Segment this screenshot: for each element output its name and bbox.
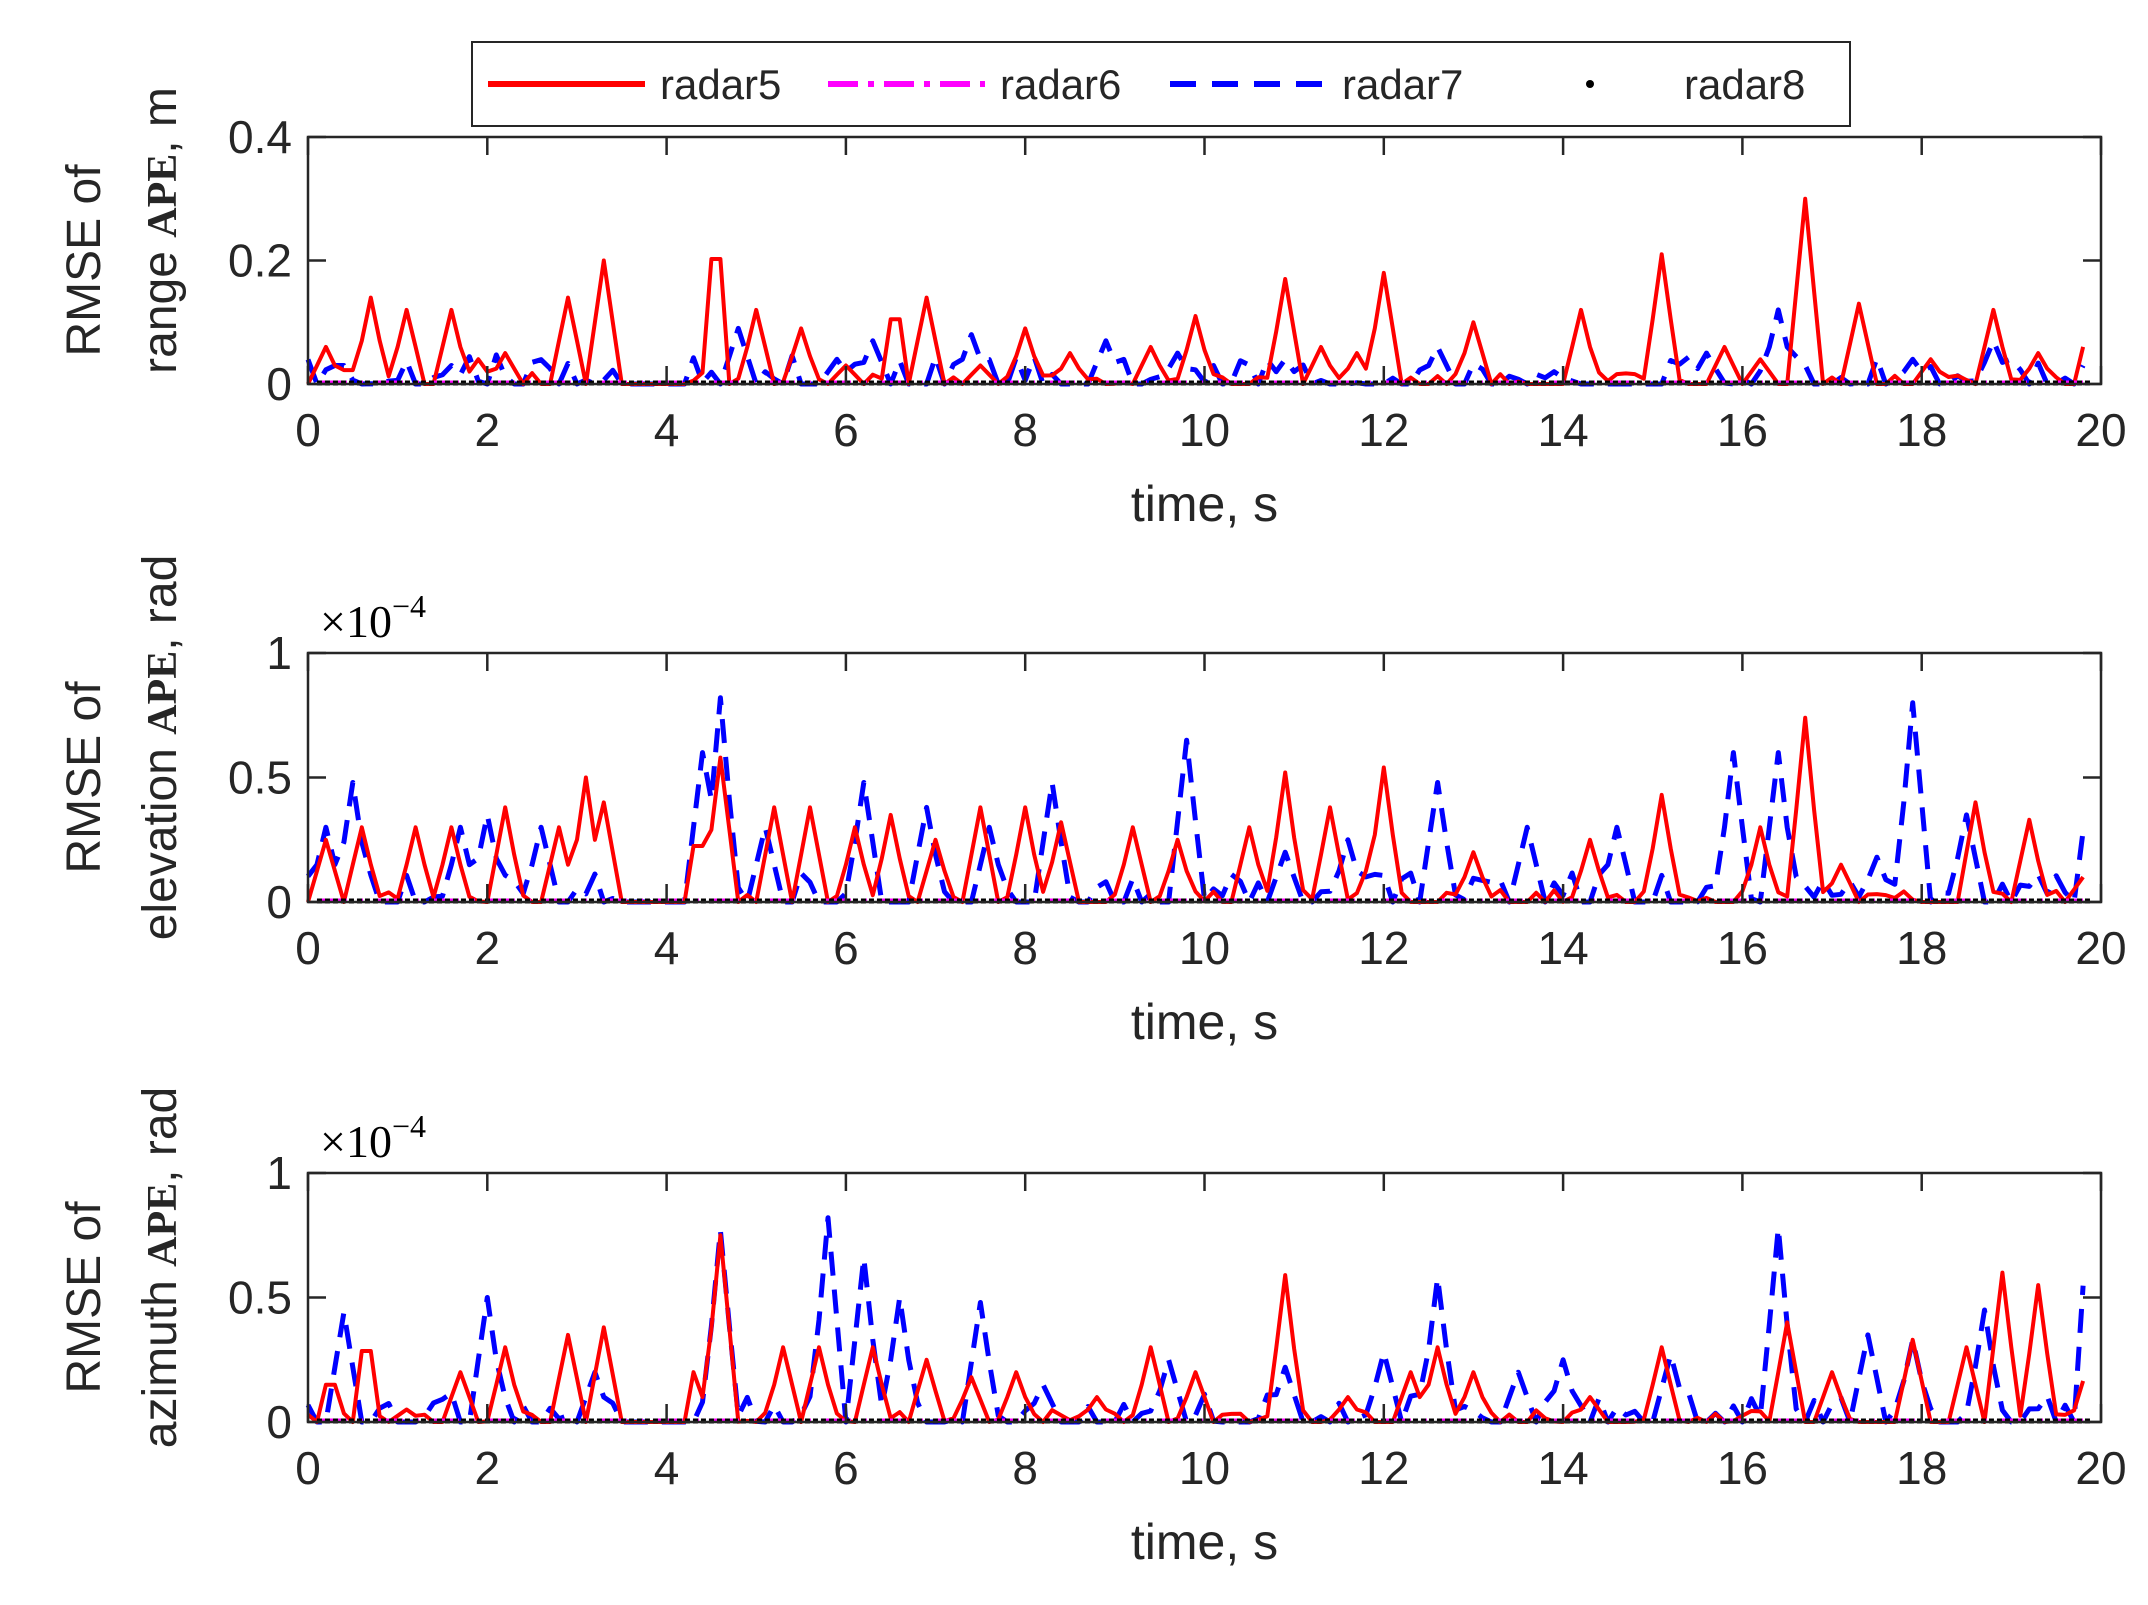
xlabel-azimuth: time, s [1131,1514,1278,1570]
xlabel-elevation: time, s [1131,994,1278,1050]
ylabel-line1-range: RMSE of [58,164,111,357]
panel-elevation: 0 2 4 6 8 10 12 14 16 18 20 0 0.5 1 time, s ×10−4 RMSE o… [58,555,2127,1050]
ylabel-quantity-azimuth: azimuth [134,1267,187,1448]
legend-label-radar8: radar8 [1684,61,1805,108]
xtick-label-azimuth: 10 [1179,1442,1230,1494]
ytick-label-elevation: 0 [266,876,292,928]
xtick-label-azimuth: 2 [475,1442,501,1494]
xtick-label-range: 2 [475,404,501,456]
series-radar5-elevation [306,715,2085,904]
xtick-label-range: 4 [654,404,680,456]
xtick-label-range: 0 [295,404,321,456]
xtick-label-elevation: 4 [654,922,680,974]
xtick-label-range: 18 [1896,404,1947,456]
ylabel-unit-elevation: , rad [134,555,187,651]
multiplier-exp-azimuth: −4 [392,1108,426,1144]
xtick-label-elevation: 0 [295,922,321,974]
legend: radar5 radar6 radar7 radar8 [471,41,1851,127]
xtick-label-elevation: 2 [475,922,501,974]
xtick-label-range: 6 [833,404,859,456]
legend-label-radar7: radar7 [1342,61,1463,108]
ylabel-ape-range: APE [140,154,186,238]
legend-marker-radar8 [1586,80,1594,88]
multiplier-base-azimuth: ×10 [320,1116,392,1167]
xtick-label-azimuth: 14 [1538,1442,1589,1494]
xtick-label-range: 20 [2075,404,2126,456]
multiplier-azimuth: ×10−4 [320,1108,426,1167]
ylabel-quantity-elevation: elevation [134,735,187,940]
legend-box [471,41,1851,127]
xtick-label-azimuth: 8 [1012,1442,1038,1494]
ylabel-unit-azimuth: , rad [134,1087,187,1183]
ytick-label-azimuth: 1 [266,1147,292,1199]
xtick-label-range: 12 [1358,404,1409,456]
xtick-label-elevation: 6 [833,922,859,974]
multiplier-elevation: ×10−4 [320,588,426,647]
ylabel-unit-range: , m [134,87,187,154]
series-radar5-azimuth [306,1233,2086,1424]
ytick-label-azimuth: 0.5 [228,1272,292,1324]
ytick-label-range: 0.4 [228,111,292,163]
plot-area-elevation [308,653,2101,902]
legend-label-radar6: radar6 [1000,61,1121,108]
ytick-label-elevation: 0.5 [228,752,292,804]
xtick-label-range: 16 [1717,404,1768,456]
ytick-label-azimuth: 0 [266,1396,292,1448]
xtick-label-elevation: 12 [1358,922,1409,974]
xtick-label-elevation: 14 [1538,922,1589,974]
xtick-label-azimuth: 18 [1896,1442,1947,1494]
xtick-label-elevation: 10 [1179,922,1230,974]
ytick-label-elevation: 1 [266,627,292,679]
ylabel-ape-elevation: APE [140,651,186,735]
xtick-label-azimuth: 20 [2075,1442,2126,1494]
xtick-label-elevation: 8 [1012,922,1038,974]
panel-range: 0 2 4 6 8 10 12 14 16 18 20 0 0.2 0.4 time, s RMSE of ra… [58,87,2127,532]
xtick-label-range: 10 [1179,404,1230,456]
xtick-label-azimuth: 6 [833,1442,859,1494]
multiplier-base-elevation: ×10 [320,596,392,647]
xtick-label-azimuth: 16 [1717,1442,1768,1494]
ytick-label-range: 0 [266,358,292,410]
xlabel-range: time, s [1131,476,1278,532]
xtick-label-range: 14 [1538,404,1589,456]
ytick-label-range: 0.2 [228,235,292,287]
xtick-label-elevation: 18 [1896,922,1947,974]
xtick-label-elevation: 16 [1717,922,1768,974]
ylabel-line1-elevation: RMSE of [58,681,111,874]
xtick-label-azimuth: 12 [1358,1442,1409,1494]
ylabel-ape-azimuth: APE [140,1183,186,1267]
multiplier-exp-elevation: −4 [392,588,426,624]
xtick-label-azimuth: 0 [295,1442,321,1494]
panel-azimuth: 0 2 4 6 8 10 12 14 16 18 20 0 0.5 1 time, s ×10−4 RMSE o… [58,1087,2127,1570]
xtick-label-azimuth: 4 [654,1442,680,1494]
ylabel-line2-azimuth: azimuth APE, rad [134,1087,187,1448]
xtick-label-elevation: 20 [2075,922,2126,974]
legend-label-radar5: radar5 [660,61,781,108]
ylabel-line2-elevation: elevation APE, rad [134,555,187,941]
ylabel-quantity-range: range [134,238,187,374]
ylabel-line2-range: range APE, m [134,87,187,374]
plot-area-azimuth [308,1173,2101,1422]
ylabel-line1-azimuth: RMSE of [58,1201,111,1394]
xtick-label-range: 8 [1012,404,1038,456]
series-radar7-range [305,307,2086,387]
